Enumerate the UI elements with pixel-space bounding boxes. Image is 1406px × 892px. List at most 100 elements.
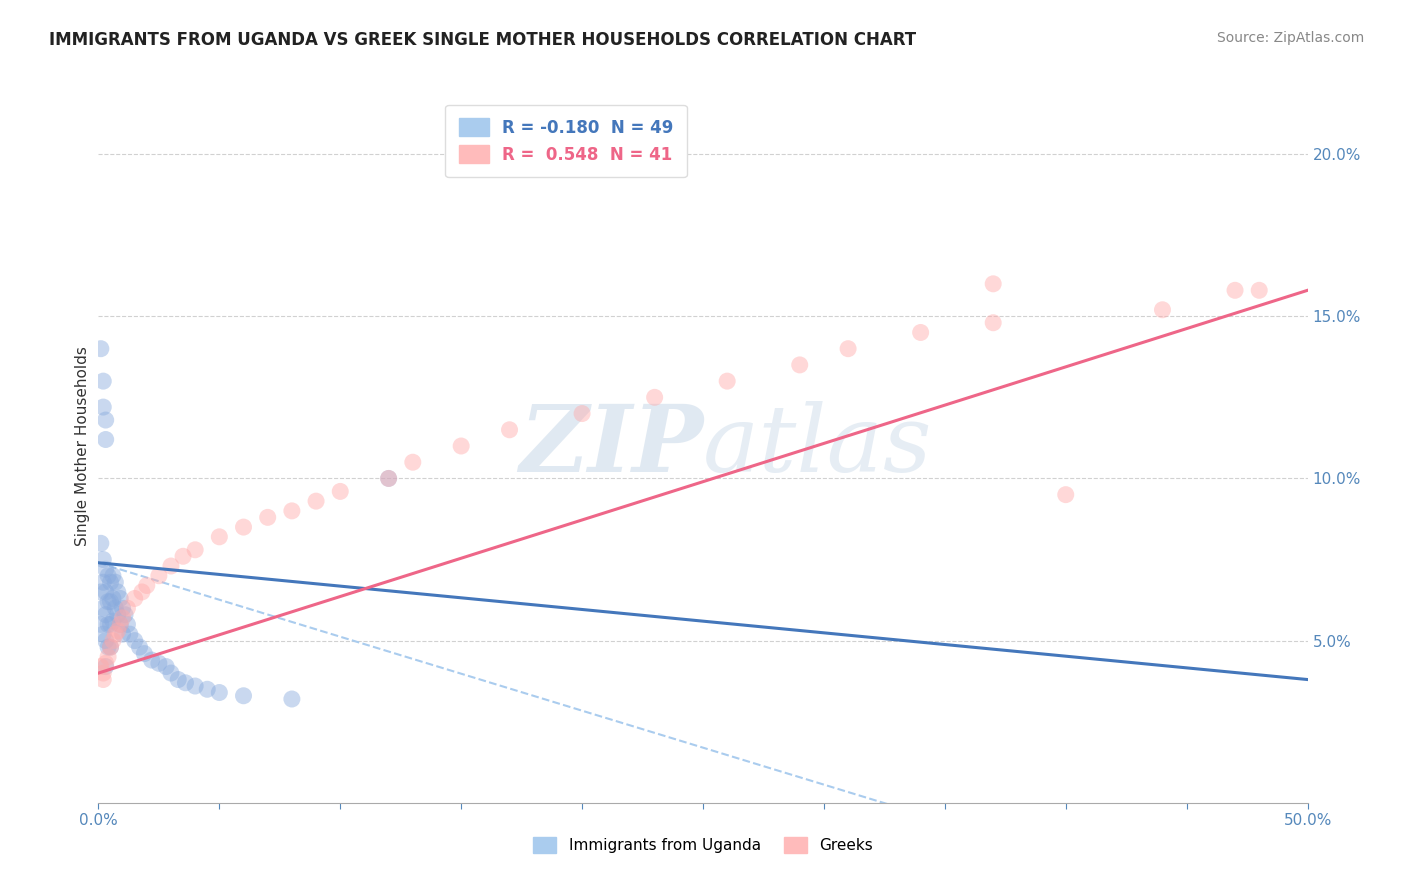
Point	[450, 439, 472, 453]
Point	[111, 627, 134, 641]
Point	[94, 413, 117, 427]
Point	[104, 575, 127, 590]
Point	[571, 407, 593, 421]
Point	[281, 692, 304, 706]
Point	[100, 617, 122, 632]
Point	[195, 682, 218, 697]
Point	[131, 585, 153, 599]
Point	[108, 617, 131, 632]
Point	[91, 627, 114, 641]
Point	[101, 568, 124, 582]
Point	[117, 601, 139, 615]
Point	[208, 530, 231, 544]
Point	[104, 601, 127, 615]
Point	[232, 689, 254, 703]
Point	[402, 455, 425, 469]
Y-axis label: Single Mother Households: Single Mother Households	[75, 346, 90, 546]
Point	[118, 627, 141, 641]
Point	[160, 666, 183, 681]
Text: IMMIGRANTS FROM UGANDA VS GREEK SINGLE MOTHER HOUSEHOLDS CORRELATION CHART: IMMIGRANTS FROM UGANDA VS GREEK SINGLE M…	[49, 31, 917, 49]
Point	[94, 657, 117, 671]
Point	[117, 617, 139, 632]
Point	[91, 575, 114, 590]
Point	[232, 520, 254, 534]
Point	[305, 494, 328, 508]
Point	[1054, 488, 1077, 502]
Point	[981, 316, 1004, 330]
Point	[91, 601, 114, 615]
Point	[101, 633, 124, 648]
Text: Source: ZipAtlas.com: Source: ZipAtlas.com	[1216, 31, 1364, 45]
Point	[184, 679, 207, 693]
Point	[90, 536, 112, 550]
Point	[134, 647, 156, 661]
Point	[498, 423, 520, 437]
Point	[100, 575, 122, 590]
Point	[94, 433, 117, 447]
Point	[90, 585, 112, 599]
Point	[377, 471, 399, 485]
Point	[910, 326, 932, 340]
Point	[94, 633, 117, 648]
Point	[377, 471, 399, 485]
Point	[94, 562, 117, 576]
Point	[208, 685, 231, 699]
Point	[94, 607, 117, 622]
Point	[104, 627, 127, 641]
Point	[91, 400, 114, 414]
Point	[97, 640, 120, 654]
Point	[256, 510, 278, 524]
Point	[97, 568, 120, 582]
Legend: Immigrants from Uganda, Greeks: Immigrants from Uganda, Greeks	[527, 831, 879, 859]
Point	[281, 504, 304, 518]
Point	[97, 649, 120, 664]
Point	[1223, 283, 1246, 297]
Point	[172, 549, 194, 564]
Point	[114, 607, 136, 622]
Point	[90, 617, 112, 632]
Point	[97, 617, 120, 632]
Point	[108, 617, 131, 632]
Point	[107, 607, 129, 622]
Point	[100, 640, 122, 654]
Point	[91, 552, 114, 566]
Point	[160, 559, 183, 574]
Point	[1152, 302, 1174, 317]
Point	[141, 653, 163, 667]
Point	[91, 673, 114, 687]
Point	[108, 591, 131, 606]
Point	[107, 585, 129, 599]
Point	[184, 542, 207, 557]
Point	[111, 601, 134, 615]
Point	[101, 614, 124, 628]
Point	[135, 578, 157, 592]
Point	[90, 659, 112, 673]
Point	[124, 633, 146, 648]
Point	[100, 595, 122, 609]
Point	[789, 358, 811, 372]
Point	[90, 342, 112, 356]
Point	[1249, 283, 1271, 297]
Point	[94, 585, 117, 599]
Point	[716, 374, 738, 388]
Point	[174, 675, 197, 690]
Point	[101, 591, 124, 606]
Point	[644, 390, 666, 404]
Point	[128, 640, 150, 654]
Point	[97, 595, 120, 609]
Point	[94, 659, 117, 673]
Point	[148, 568, 170, 582]
Point	[107, 624, 129, 638]
Point	[837, 342, 859, 356]
Point	[91, 666, 114, 681]
Point	[329, 484, 352, 499]
Point	[111, 611, 134, 625]
Point	[155, 659, 177, 673]
Point	[124, 591, 146, 606]
Point	[91, 374, 114, 388]
Point	[981, 277, 1004, 291]
Point	[100, 640, 122, 654]
Text: ZIP: ZIP	[519, 401, 703, 491]
Point	[167, 673, 190, 687]
Text: atlas: atlas	[703, 401, 932, 491]
